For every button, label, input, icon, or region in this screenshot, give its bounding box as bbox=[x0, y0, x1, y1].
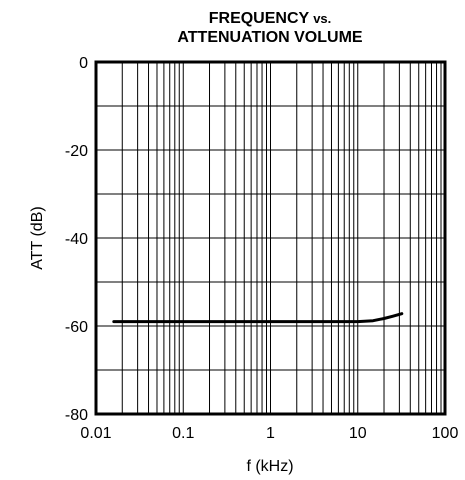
x-axis-label: f (kHz) bbox=[246, 458, 293, 475]
grid bbox=[96, 62, 445, 414]
x-tick-label: 10 bbox=[349, 425, 367, 442]
chart-subtitle: ATTENUATION VOLUME bbox=[177, 29, 363, 46]
y-tick-label: -40 bbox=[65, 231, 88, 248]
y-tick-label: -20 bbox=[65, 143, 88, 160]
x-tick-label: 1 bbox=[266, 425, 275, 442]
x-tick-label: 0.01 bbox=[80, 425, 111, 442]
x-axis-ticks: 0.01 0.1 1 10 100 bbox=[80, 425, 458, 442]
y-tick-label: 0 bbox=[79, 55, 88, 72]
y-axis-ticks: 0 -20 -40 -60 -80 bbox=[65, 55, 88, 424]
chart-title: FREQUENCY vs. bbox=[209, 10, 332, 27]
y-tick-label: -60 bbox=[65, 319, 88, 336]
x-tick-label: 100 bbox=[432, 425, 459, 442]
y-axis-label: ATT (dB) bbox=[29, 206, 46, 269]
y-tick-label: -80 bbox=[65, 407, 88, 424]
x-tick-label: 0.1 bbox=[172, 425, 194, 442]
